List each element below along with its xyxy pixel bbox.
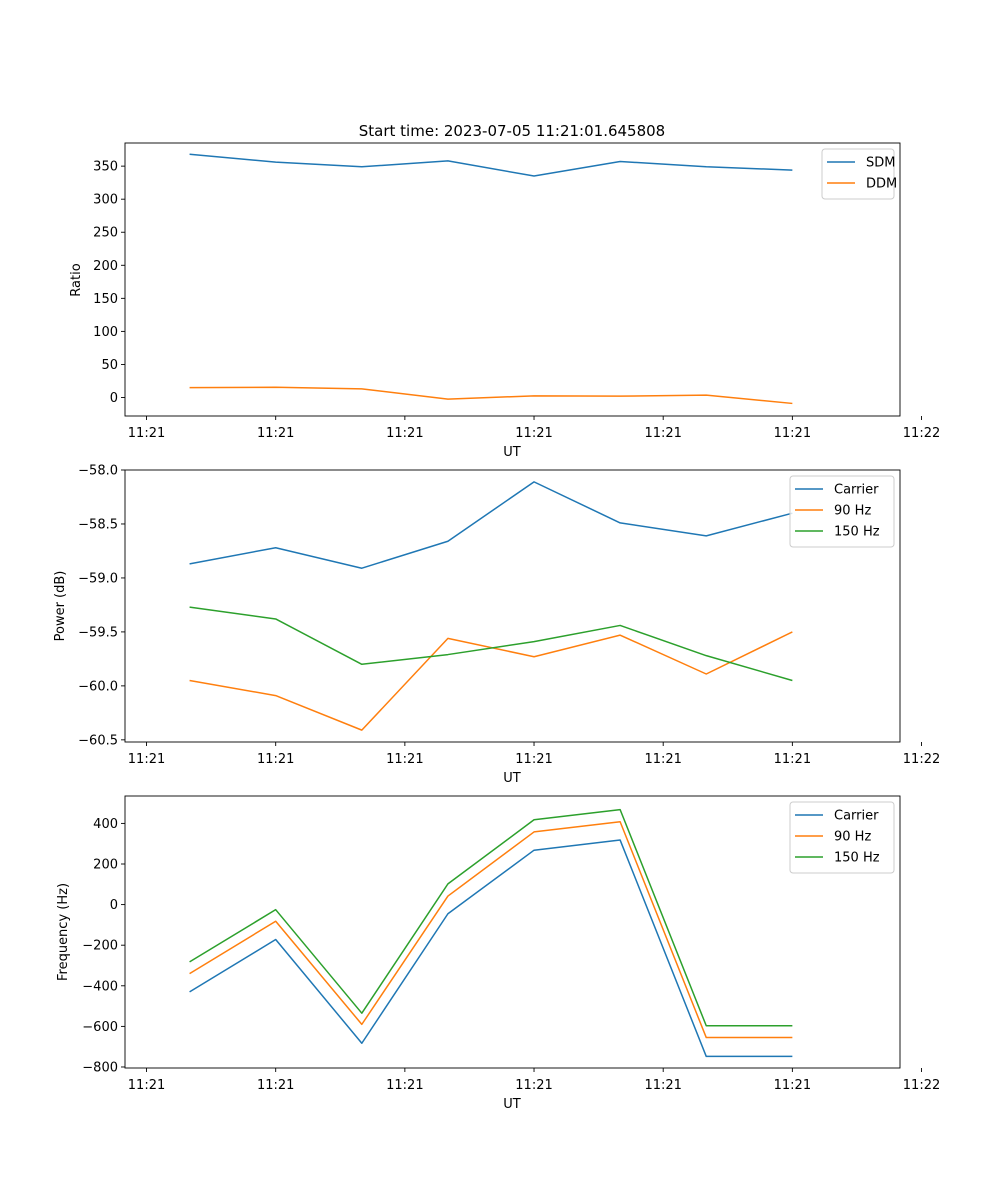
panel-1-xtick-label-4: 11:21 [644,752,681,767]
panel-1-legend-label-0: Carrier [834,483,879,498]
panel-0-series-1-line [189,386,793,405]
figure-title: Start time: 2023-07-05 11:21:01.645808 [359,122,665,140]
panel-0-series-0-line [189,153,793,177]
panel-1-axes-frame [124,469,901,743]
panel-0-ytick-label-6: 300 [93,193,118,208]
panel-0-ytick-label-5: 250 [93,226,118,241]
panel-1-ytick-label-5: −58.0 [78,464,118,479]
panel-power-ylabel: Power (dB) [53,571,68,642]
panel-ratio-xlabel: UT [503,445,521,460]
panel-2-legend-label-0: Carrier [834,809,879,824]
panel-0-ytick-label-2: 100 [93,325,118,340]
panel-1-ytick-label-3: −59.0 [78,571,118,586]
panel-1-xtick-label-2: 11:21 [386,752,423,767]
panel-1-xtick-label-6: 11:22 [903,752,940,767]
panel-2-ytick-label-0: −800 [82,1060,118,1075]
panel-0-xtick-label-1: 11:21 [257,426,294,441]
panel-2-xtick-label-3: 11:21 [515,1078,552,1093]
panel-1-series-0-line [189,481,793,569]
panel-1-ytick-label-2: −59.5 [78,625,118,640]
panel-0-xtick-label-4: 11:21 [644,426,681,441]
panel-1-ytick-label-0: −60.5 [78,733,118,748]
panel-1-legend-label-2: 150 Hz [834,525,880,540]
panel-0-legend-label-0: SDM [866,156,895,171]
panel-1-series-2-line [189,606,793,682]
panel-frequency: 11:21 11:21 11:21 11:21 11:21 11:21 11:22 −800 −… [56,795,940,1112]
panel-ratio-ylabel: Ratio [69,263,84,296]
panel-0-xtick-label-3: 11:21 [515,426,552,441]
panel-0-xtick-label-5: 11:21 [774,426,811,441]
panel-2-ytick-label-3: −200 [82,939,118,954]
panel-2-series-2-line [189,808,793,1027]
panel-frequency-xlabel: UT [503,1097,521,1112]
panel-1-xtick-label-0: 11:21 [128,752,165,767]
panel-2-xtick-label-4: 11:21 [644,1078,681,1093]
panel-0-ytick-label-7: 350 [93,160,118,175]
panel-0-xtick-label-0: 11:21 [128,426,165,441]
panel-1-ytick-label-1: −60.0 [78,679,118,694]
panel-0-ytick-label-3: 150 [93,292,118,307]
panel-0-xtick-label-6: 11:22 [903,426,940,441]
panel-power-xlabel: UT [503,771,521,786]
panel-1-legend-frame [789,475,895,548]
panel-2-legend-frame [789,801,895,874]
panel-1-xtick-label-5: 11:21 [774,752,811,767]
panel-2-series-1-line [189,821,793,1039]
panel-2-xtick-label-2: 11:21 [386,1078,423,1093]
panel-2-xtick-label-5: 11:21 [774,1078,811,1093]
panel-power: 11:21 11:21 11:21 11:21 11:21 11:21 11:22 −60.5… [53,464,940,787]
panel-2-ytick-label-1: −600 [82,1020,118,1035]
panel-0-ytick-label-1: 50 [101,358,118,373]
panel-2-xtick-label-0: 11:21 [128,1078,165,1093]
panel-0-legend-label-1: DDM [866,177,897,192]
panel-2-series-0-line [189,839,793,1058]
panel-2-ytick-label-2: −400 [82,979,118,994]
panel-frequency-ylabel: Frequency (Hz) [56,883,71,981]
panel-2-axes-frame [124,795,901,1069]
panel-2-legend-label-1: 90 Hz [834,830,871,845]
panel-2-ytick-label-6: 400 [93,817,118,832]
panel-1-legend-label-1: 90 Hz [834,504,871,519]
panel-2-xtick-label-1: 11:21 [257,1078,294,1093]
panel-1-ytick-label-4: −58.5 [78,517,118,532]
panel-2-xtick-label-6: 11:22 [903,1078,940,1093]
panel-2-ytick-label-4: 0 [110,898,118,913]
panel-ratio: 11:21 11:21 11:21 11:21 11:21 11:21 11:22 0 50 10… [69,142,940,460]
panel-0-ytick-label-0: 0 [110,391,118,406]
panel-2-ytick-label-5: 200 [93,858,118,873]
panel-0-ytick-label-4: 200 [93,259,118,274]
panel-1-xtick-label-1: 11:21 [257,752,294,767]
panel-0-axes-frame [124,142,901,417]
panel-2-legend-label-2: 150 Hz [834,851,880,866]
panel-0-xtick-label-2: 11:21 [386,426,423,441]
panel-1-xtick-label-3: 11:21 [515,752,552,767]
